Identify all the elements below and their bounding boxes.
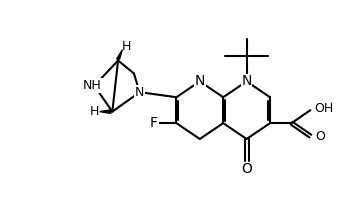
Text: N: N [195,74,205,88]
Polygon shape [100,110,111,114]
Text: H: H [121,40,131,53]
Text: N: N [242,74,252,88]
Text: F: F [150,116,158,130]
Text: H: H [90,105,99,118]
Polygon shape [117,50,122,59]
Text: OH: OH [315,102,334,115]
Text: O: O [315,130,325,143]
Text: O: O [241,162,252,176]
Text: N: N [135,86,144,99]
Text: NH: NH [83,79,102,92]
